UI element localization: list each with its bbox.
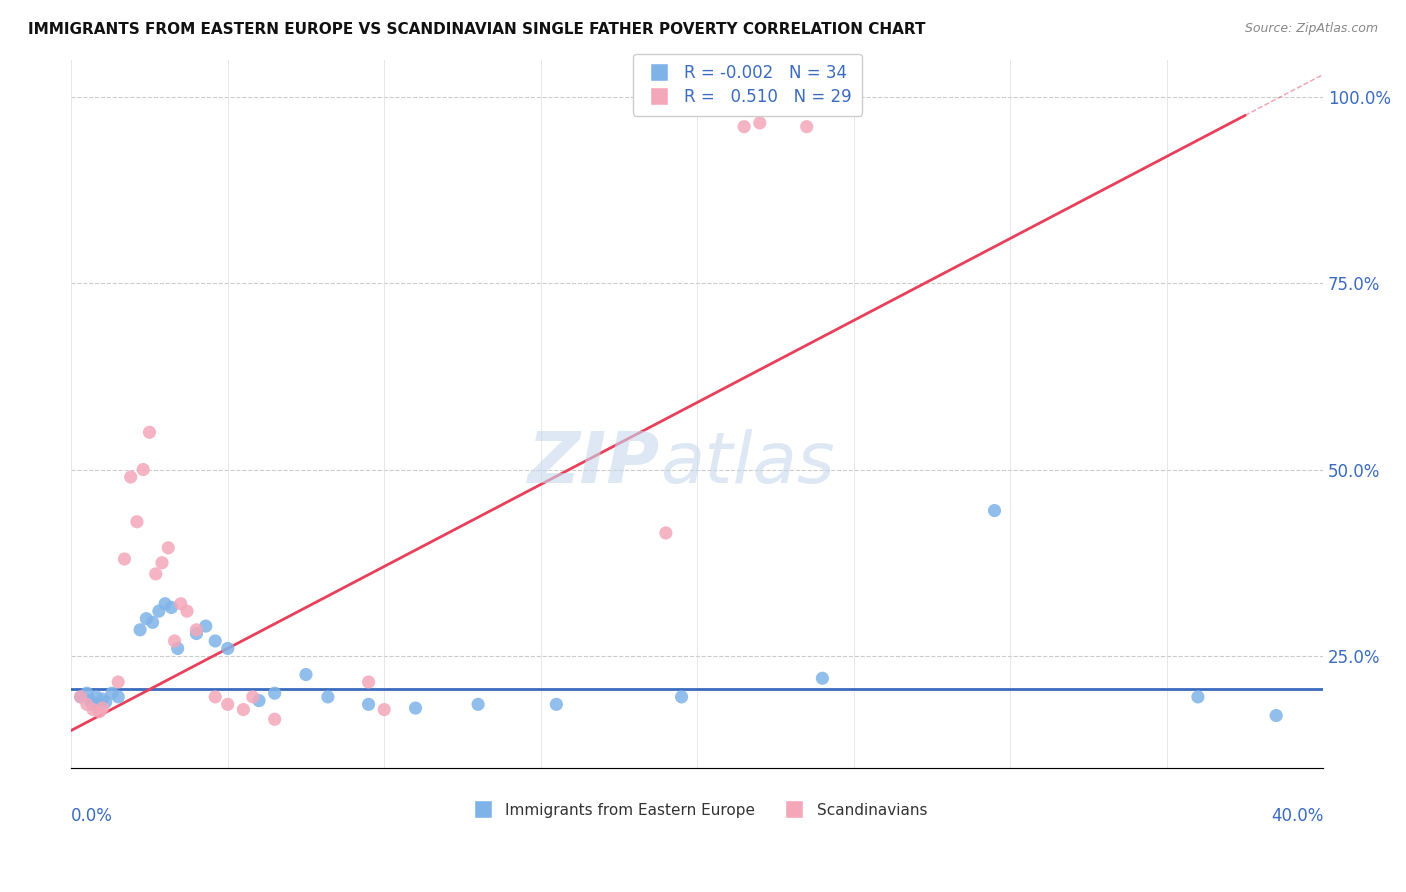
Point — [671, 690, 693, 704]
Point — [82, 702, 104, 716]
Point — [357, 698, 380, 712]
Point — [232, 702, 254, 716]
Point — [94, 695, 117, 709]
Point — [316, 690, 339, 704]
Point — [811, 671, 834, 685]
Point — [204, 690, 226, 704]
Point — [89, 705, 111, 719]
Point — [114, 552, 136, 566]
Point — [91, 701, 114, 715]
Point — [204, 634, 226, 648]
Point — [170, 597, 193, 611]
Point — [69, 690, 91, 704]
Point — [82, 698, 104, 712]
Point — [217, 641, 239, 656]
Point — [76, 698, 98, 712]
Text: Source: ZipAtlas.com: Source: ZipAtlas.com — [1244, 22, 1378, 36]
Point — [263, 686, 285, 700]
Point — [69, 690, 91, 704]
Point — [357, 675, 380, 690]
Point — [373, 702, 395, 716]
Point — [76, 686, 98, 700]
Point — [153, 597, 176, 611]
Point — [186, 623, 208, 637]
Point — [89, 698, 111, 712]
Point — [138, 425, 160, 440]
Point — [194, 619, 217, 633]
Point — [91, 692, 114, 706]
Point — [247, 693, 270, 707]
Point — [84, 690, 107, 704]
Point — [160, 600, 183, 615]
Point — [796, 120, 818, 134]
Point — [983, 503, 1005, 517]
Point — [655, 525, 678, 540]
Point — [132, 462, 155, 476]
Text: ZIP: ZIP — [527, 429, 659, 498]
Text: 40.0%: 40.0% — [1271, 806, 1323, 824]
Point — [295, 667, 318, 681]
Point — [148, 604, 170, 618]
Point — [242, 690, 264, 704]
Point — [150, 556, 173, 570]
Point — [263, 712, 285, 726]
Legend: Immigrants from Eastern Europe, Scandinavians: Immigrants from Eastern Europe, Scandina… — [461, 797, 934, 824]
Point — [467, 698, 489, 712]
Text: IMMIGRANTS FROM EASTERN EUROPE VS SCANDINAVIAN SINGLE FATHER POVERTY CORRELATION: IMMIGRANTS FROM EASTERN EUROPE VS SCANDI… — [28, 22, 925, 37]
Point — [120, 470, 142, 484]
Point — [129, 623, 152, 637]
Text: 0.0%: 0.0% — [72, 806, 112, 824]
Point — [145, 566, 167, 581]
Point — [79, 693, 101, 707]
Point — [176, 604, 198, 618]
Point — [125, 515, 148, 529]
Point — [135, 612, 157, 626]
Point — [405, 701, 427, 715]
Point — [101, 686, 124, 700]
Point — [1187, 690, 1209, 704]
Point — [163, 634, 186, 648]
Point — [1265, 708, 1288, 723]
Point — [166, 641, 188, 656]
Text: atlas: atlas — [659, 429, 834, 498]
Point — [733, 120, 755, 134]
Point — [546, 698, 568, 712]
Point — [748, 116, 770, 130]
Point — [142, 615, 165, 630]
Point — [186, 626, 208, 640]
Point — [157, 541, 180, 555]
Point — [217, 698, 239, 712]
Point — [107, 690, 129, 704]
Point — [107, 675, 129, 690]
